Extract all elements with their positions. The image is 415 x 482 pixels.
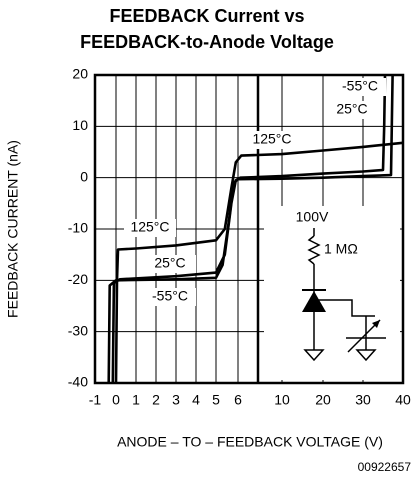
x-tick-label: 40 bbox=[395, 392, 411, 408]
ground bbox=[355, 349, 377, 362]
x-tick-label: 3 bbox=[172, 392, 180, 408]
x-tick-label: -1 bbox=[89, 392, 102, 408]
x-tick-label: 30 bbox=[355, 392, 371, 408]
label-background bbox=[144, 288, 196, 306]
series-label: -55°C bbox=[152, 288, 188, 304]
arrow-head bbox=[372, 320, 380, 328]
inset-background bbox=[264, 206, 400, 380]
x-tick-label: 1 bbox=[132, 392, 140, 408]
ground bbox=[303, 349, 325, 362]
y-tick-label: -30 bbox=[68, 322, 88, 338]
x-tick-label: 4 bbox=[192, 392, 200, 408]
y-tick-label: -10 bbox=[68, 220, 88, 236]
series-label: 125°C bbox=[130, 219, 169, 235]
y-axis-label: FEEDBACK CURRENT (nA) bbox=[5, 140, 21, 318]
x-tick-label: 6 bbox=[234, 392, 242, 408]
y-tick-label: 0 bbox=[80, 168, 88, 184]
wire bbox=[340, 299, 375, 317]
resistor bbox=[307, 235, 321, 265]
y-tick-label: -20 bbox=[68, 271, 88, 287]
label-background bbox=[124, 219, 176, 237]
inset: 100V 1 MΩ bbox=[296, 209, 386, 362]
x-axis-label: ANODE – TO – FEEDBACK VOLTAGE (V) bbox=[117, 434, 383, 450]
curve bbox=[107, 74, 394, 384]
inset-supply: 100V bbox=[296, 209, 329, 225]
inset-resistor: 1 MΩ bbox=[324, 241, 358, 257]
series-label: 25°C bbox=[154, 255, 185, 271]
chart-title: FEEDBACK Current vs bbox=[109, 6, 304, 26]
annotation: 25°C bbox=[336, 101, 367, 117]
x-tick-label: 5 bbox=[212, 392, 220, 408]
x-tick-label: 10 bbox=[274, 392, 290, 408]
y-tick-label: 10 bbox=[72, 117, 88, 133]
footnote: 00922657 bbox=[358, 460, 412, 474]
curves bbox=[107, 74, 404, 384]
plot-frame bbox=[93, 73, 405, 385]
x-tick-label: 20 bbox=[315, 392, 331, 408]
label-background bbox=[246, 131, 298, 149]
curve bbox=[114, 141, 404, 384]
label-background bbox=[334, 78, 386, 96]
x-tick-label: 2 bbox=[152, 392, 160, 408]
label-background bbox=[326, 101, 378, 119]
x-tick-label: 0 bbox=[112, 392, 120, 408]
annotation: -55°C bbox=[342, 78, 378, 94]
diode bbox=[302, 291, 326, 312]
chart-title: FEEDBACK-to-Anode Voltage bbox=[80, 32, 334, 52]
y-tick-label: 20 bbox=[72, 66, 88, 82]
annotation: 125°C bbox=[252, 131, 291, 147]
label-background bbox=[144, 255, 196, 273]
y-tick-label: -40 bbox=[68, 374, 88, 390]
